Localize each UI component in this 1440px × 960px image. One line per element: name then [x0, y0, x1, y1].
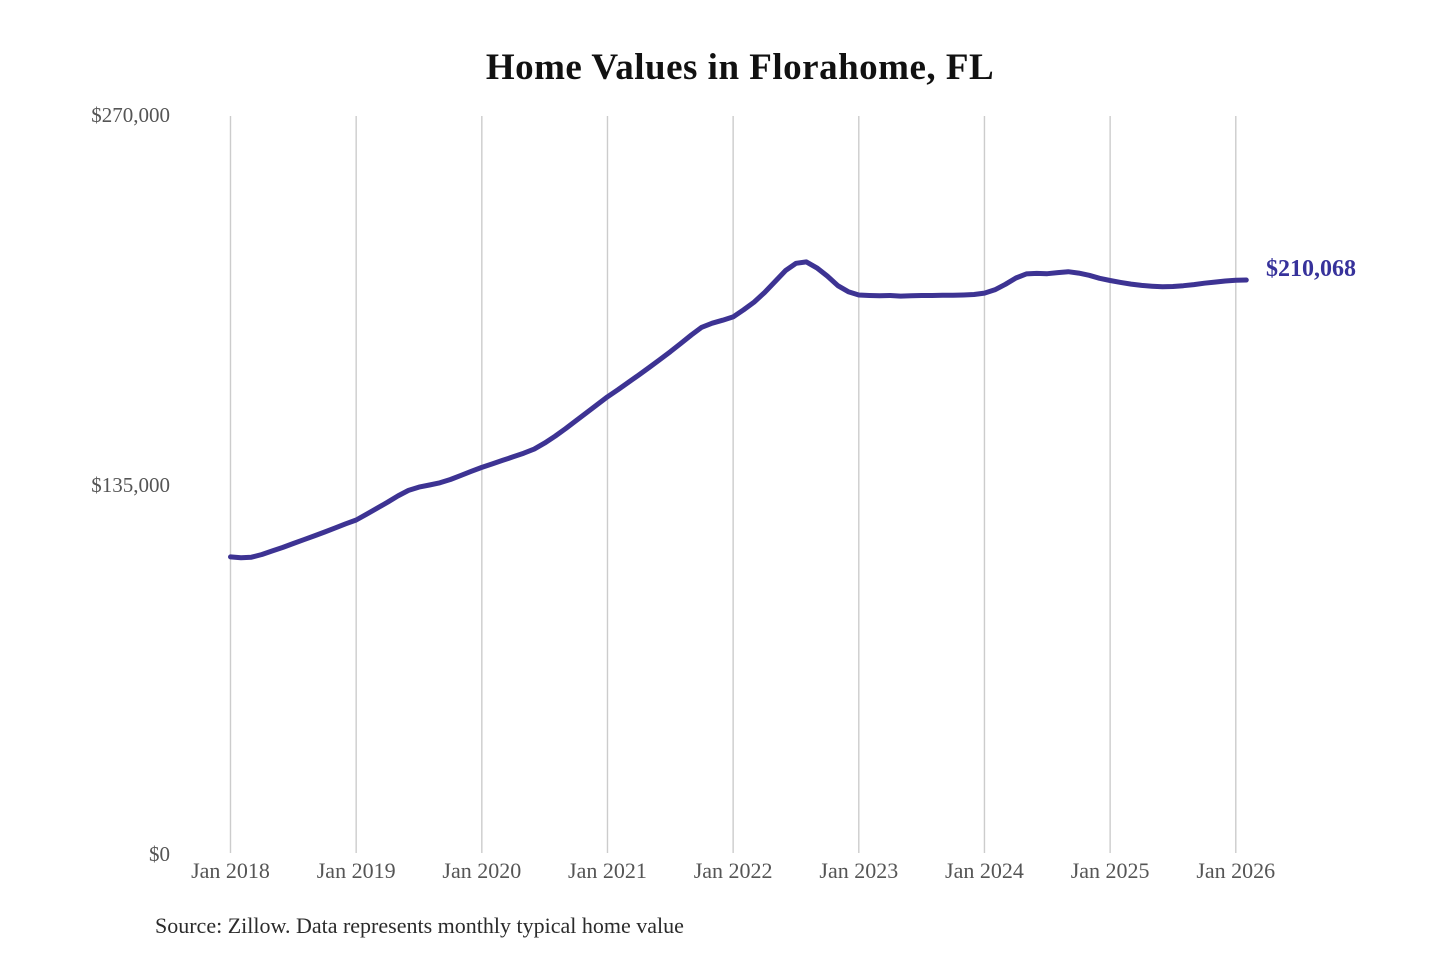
- x-tick-label: Jan 2022: [693, 858, 773, 883]
- y-tick-label: $135,000: [91, 472, 170, 497]
- x-tick-label: Jan 2020: [442, 858, 522, 883]
- x-tick-label: Jan 2023: [819, 858, 899, 883]
- x-tick-label: Jan 2025: [1070, 858, 1150, 883]
- x-tick-label: Jan 2021: [568, 858, 647, 883]
- latest-value-label: $210,068: [1266, 256, 1356, 282]
- x-tick-label: Jan 2026: [1196, 858, 1276, 883]
- y-tick-label: $270,000: [91, 103, 170, 127]
- x-tick-label: Jan 2024: [945, 858, 1024, 883]
- chart-title: Home Values in Florahome, FL: [485, 47, 995, 88]
- home-value-series-line: [228, 259, 1249, 561]
- x-tick-label: Jan 2019: [316, 858, 396, 883]
- y-tick-label: $0: [149, 842, 170, 866]
- source-note: Source: Zillow. Data represents monthly …: [155, 913, 684, 938]
- x-tick-label: Jan 2018: [191, 858, 270, 883]
